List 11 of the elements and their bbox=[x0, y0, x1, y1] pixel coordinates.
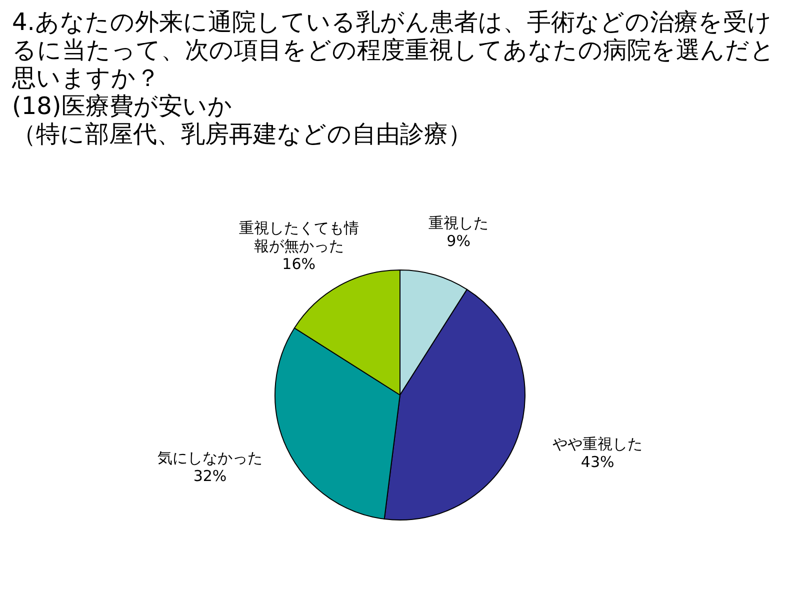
chart-subtitle: (18)医療費が安いか bbox=[12, 92, 234, 120]
data-label: 43% bbox=[580, 452, 614, 471]
slice-label: やや重視した bbox=[552, 434, 643, 453]
data-label: 16% bbox=[282, 255, 316, 274]
chart-title: 4.あなたの外来に通院している乳がん患者は、手術などの治療を受けるに当たって、次の項目をどの程度重視してあなたの病院を選んだと思いますか？ bbox=[12, 8, 776, 92]
text: （特に部屋代、乳房再建などの自由診療） bbox=[12, 120, 473, 148]
slice-label: 気にしなかった bbox=[157, 449, 262, 468]
slice-label: 重視したくても情報が無かった bbox=[238, 219, 359, 256]
data-label: 32% bbox=[193, 467, 227, 486]
slice-label: 重視した bbox=[428, 214, 489, 232]
data-label: 9% bbox=[446, 232, 470, 250]
